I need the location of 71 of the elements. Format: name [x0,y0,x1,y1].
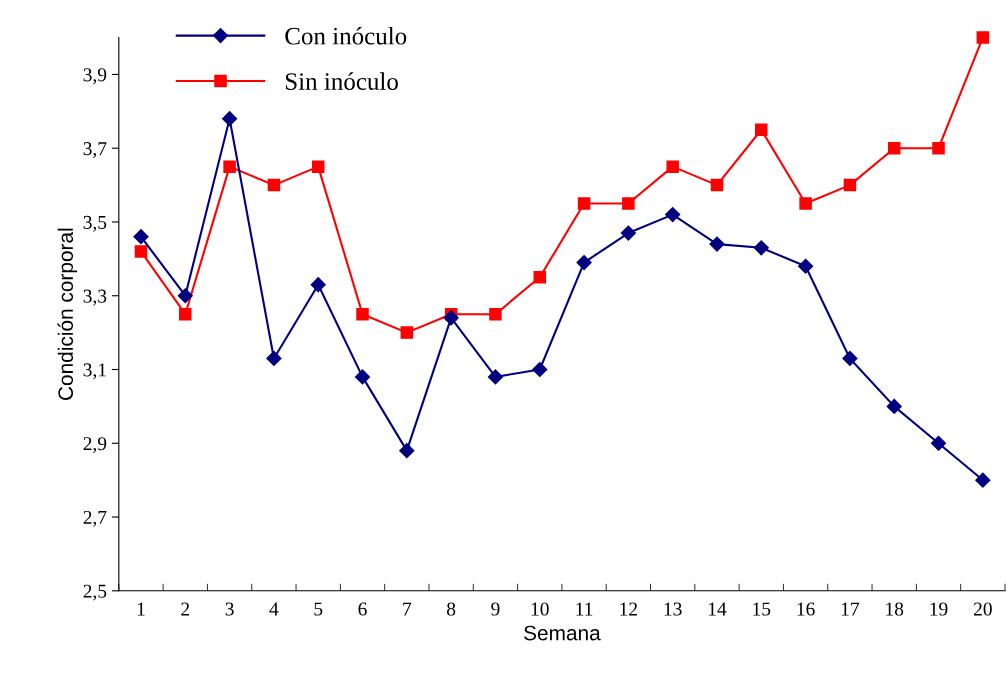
point [310,277,326,293]
point [622,197,635,210]
x-tick-label: 4 [269,602,279,616]
x-axis-title: Semana [524,625,601,641]
y-tick-label: 3,9 [83,68,107,85]
point [399,443,415,459]
x-tick-label: 10 [531,602,549,616]
y-tick-label: 3,5 [83,215,107,232]
point [267,178,281,192]
point [798,258,814,274]
x-tick-label: 9 [491,602,500,616]
x-tick-label: 3 [225,602,234,616]
point [400,326,414,339]
point [976,31,990,44]
y-tick-label: 2,9 [83,437,107,453]
y-tick-label: 3,7 [83,142,107,158]
point [887,141,901,155]
legend-label: Con inóculo [285,26,407,45]
point [576,254,592,271]
point [710,178,724,192]
point [932,141,945,155]
point [134,245,148,258]
y-tick-label: 2,5 [83,584,107,601]
x-tick-label: 15 [753,602,771,616]
x-tick-label: 6 [358,602,367,616]
x-tick-label: 1 [137,602,145,616]
point [577,197,591,210]
x-tick-label: 13 [664,602,682,616]
point [886,398,902,414]
point [799,197,812,210]
y-tick-label: 3,3 [83,289,107,306]
x-tick-label: 18 [886,602,904,616]
point [665,207,681,223]
point [487,369,504,385]
x-tick-label: 12 [620,602,638,616]
x-tick-label: 8 [447,602,456,616]
x-tick-label: 14 [708,602,727,616]
x-tick-label: 11 [576,602,593,616]
point [311,160,325,173]
point [620,225,636,241]
point [223,160,236,173]
legend-label: Sin inóculo [285,72,398,90]
point [356,307,369,321]
x-tick-label: 2 [181,602,190,616]
point [533,271,547,284]
point [843,178,857,192]
point [133,229,149,245]
point [755,123,768,137]
point [842,350,858,367]
point [354,369,371,385]
point [179,307,192,321]
point [975,472,991,488]
point [666,160,679,173]
point [753,240,769,256]
x-tick-label: 19 [930,602,948,616]
point [266,350,282,367]
point [222,111,238,127]
y-tick-label: 2,7 [83,510,107,527]
point [489,307,502,321]
x-tick-label: 5 [314,602,323,616]
x-tick-label: 17 [841,602,860,616]
y-tick-label: 3,1 [83,363,106,380]
point [177,288,193,304]
point [532,361,548,378]
point [930,435,947,451]
x-tick-label: 20 [973,602,992,616]
point [443,310,459,326]
x-tick-label: 7 [403,602,412,616]
y-axis-title: Condición corporal [57,228,78,400]
point [709,236,725,252]
x-tick-label: 16 [797,602,815,616]
